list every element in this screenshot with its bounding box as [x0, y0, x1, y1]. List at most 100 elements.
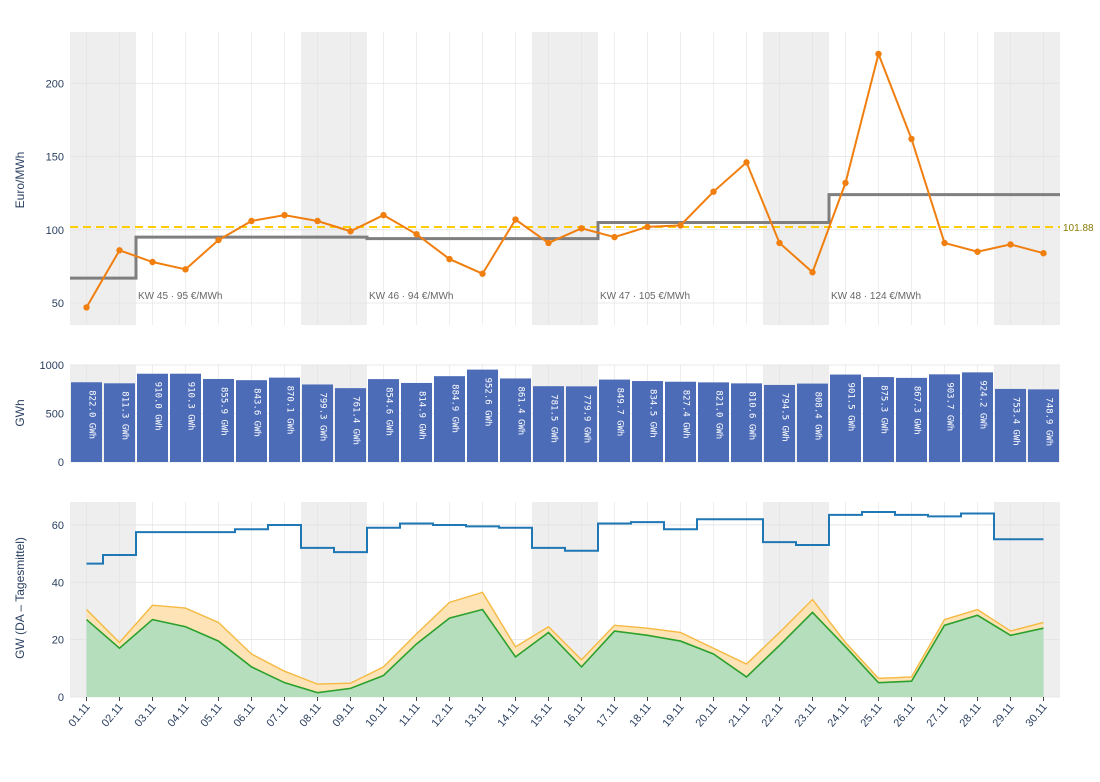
volume-bar [764, 384, 795, 462]
x-tick-label: 16.11 [561, 701, 587, 729]
volume-ytick-label: 0 [58, 457, 64, 469]
price-weekend-band [301, 32, 367, 325]
x-tick-label: 14.11 [495, 701, 521, 729]
price-daily-point [545, 239, 552, 247]
volume-bar [368, 379, 399, 462]
price-daily-point [413, 230, 420, 238]
price-weekly-avg-line [70, 193, 1060, 280]
x-tick-label: 23.11 [792, 701, 818, 729]
price-ytick-label: 50 [52, 298, 64, 310]
x-tick-label: 04.11 [165, 701, 191, 729]
volume-bar [599, 379, 630, 462]
volume-bar-label: 810.6 GWh [747, 391, 757, 440]
x-tick-label: 12.11 [429, 701, 455, 729]
price-weekend-band [994, 32, 1060, 325]
volume-bar-label: 903.7 GWh [945, 382, 955, 431]
x-tick-label: 06.11 [231, 701, 257, 729]
volume-bar [797, 383, 828, 462]
price-daily-point [677, 222, 684, 229]
price-ytick-label: 150 [46, 152, 64, 164]
price-daily-point [611, 233, 618, 241]
price-y-title: Euro/MWh [13, 152, 27, 209]
volume-bar-label: 910.3 GWh [186, 382, 196, 431]
volume-bar [104, 383, 135, 462]
x-tick-label: 01.11 [66, 701, 92, 729]
price-daily-point [512, 216, 519, 223]
volume-bar-label: 811.3 GWh [120, 391, 130, 440]
generation-load-step-line [86, 511, 1044, 565]
volume-bar-label: 901.5 GWh [846, 383, 856, 432]
x-tick-label: 24.11 [825, 701, 851, 729]
price-week-label: KW 45 · 95 €/MWh [138, 291, 222, 302]
x-tick-label: 19.11 [660, 701, 686, 729]
generation-lower-line [85, 608, 1044, 694]
price-daily-point [1040, 250, 1047, 257]
volume-bar-label: 781.5 GWh [549, 394, 559, 443]
x-tick-label: 07.11 [264, 701, 290, 729]
x-tick-label: 22.11 [759, 701, 785, 729]
volume-bar [335, 388, 366, 462]
price-daily-point [941, 239, 948, 247]
x-tick-label: 26.11 [891, 701, 917, 729]
generation-upper-line [86, 591, 1044, 685]
volume-bar-label: 854.6 GWh [384, 387, 394, 436]
price-weekend-band [763, 32, 829, 325]
price-daily-point [1007, 241, 1014, 248]
volume-bar-label: 834.5 GWh [648, 389, 658, 438]
volume-bar [203, 378, 234, 462]
x-tick-label: 15.11 [528, 701, 554, 729]
volume-bar-label: 855.9 GWh [219, 387, 229, 436]
price-daily-line [85, 50, 1044, 308]
x-tick-label: 09.11 [330, 701, 356, 729]
x-tick-label: 03.11 [132, 701, 158, 729]
price-daily-point [578, 225, 585, 232]
generation-ytick-label: 0 [58, 692, 64, 704]
volume-bar-label: 875.3 GWh [879, 385, 889, 434]
price-daily-point [182, 266, 189, 273]
price-daily-point [149, 258, 156, 266]
volume-bar-label: 843.6 GWh [252, 388, 262, 437]
price-week-label: KW 48 · 124 €/MWh [831, 291, 921, 302]
price-ytick-label: 200 [46, 78, 64, 90]
x-tick-label: 18.11 [627, 701, 653, 729]
volume-bar-label: 924.2 GWh [978, 380, 988, 429]
volume-ytick-label: 1000 [40, 360, 64, 372]
volume-bar-label: 861.4 GWh [516, 386, 526, 435]
volume-bar [269, 377, 300, 462]
volume-bar [500, 378, 531, 462]
generation-lower-area [86, 609, 1044, 697]
volume-bar-label: 808.4 GWh [813, 392, 823, 441]
volume-bar [731, 383, 762, 462]
x-tick-label: 25.11 [858, 701, 884, 729]
volume-bar [137, 373, 168, 462]
x-tick-label: 27.11 [924, 701, 950, 729]
x-tick-label: 13.11 [462, 701, 488, 729]
x-tick-label: 20.11 [693, 701, 719, 729]
volume-bar [236, 380, 267, 462]
x-tick-label: 11.11 [397, 701, 423, 729]
price-ytick-label: 100 [46, 225, 64, 237]
volume-bar-label: 822.0 GWh [87, 390, 97, 439]
generation-y-title: GW (DA – Tagesmittel) [13, 537, 27, 659]
price-week-label: KW 47 · 105 €/MWh [600, 291, 690, 302]
volume-bar-label: 799.3 GWh [318, 392, 328, 441]
volume-bar [995, 388, 1026, 462]
x-tick-label: 02.11 [99, 701, 125, 729]
price-daily-point [875, 50, 882, 58]
volume-bar [434, 376, 465, 462]
volume-bar [71, 382, 102, 462]
volume-bar [566, 386, 597, 462]
x-tick-label: 28.11 [957, 701, 983, 729]
volume-bar [929, 374, 960, 462]
price-week-label: KW 46 · 94 €/MWh [369, 291, 453, 302]
x-tick-label: 21.11 [726, 701, 752, 729]
volume-bar-label: 814.9 GWh [417, 391, 427, 440]
volume-bar [830, 374, 861, 462]
price-daily-point [743, 159, 750, 166]
price-daily-point [842, 179, 849, 187]
x-tick-label: 29.11 [990, 701, 1016, 729]
x-tick-label: 08.11 [297, 701, 323, 729]
volume-bar [863, 377, 894, 462]
price-daily-point [776, 239, 783, 247]
